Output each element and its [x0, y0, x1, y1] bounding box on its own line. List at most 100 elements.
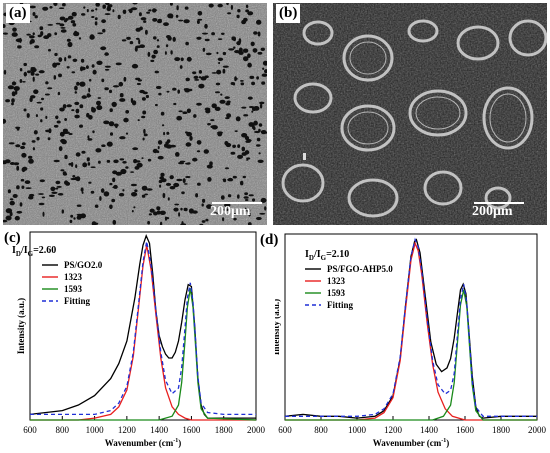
pore-dot: [103, 191, 110, 197]
pore-dot: [222, 68, 226, 74]
pore-dot: [104, 52, 109, 56]
pore-dot: [97, 32, 104, 35]
scale-label-a: 200μm: [210, 204, 251, 219]
pore-dot: [122, 189, 125, 192]
pore-dot: [215, 91, 220, 94]
pore-dot: [172, 36, 176, 42]
pore-dot: [133, 159, 138, 164]
pore-dot: [240, 80, 244, 82]
pore-dot: [4, 159, 11, 164]
pore-dot: [230, 4, 233, 10]
pore-dot: [21, 185, 25, 189]
pore-dot: [256, 216, 262, 221]
pore-dot: [247, 62, 252, 68]
pore-dot: [64, 180, 69, 185]
pore-dot: [80, 66, 83, 72]
pore-dot: [96, 105, 103, 111]
pore-dot: [258, 123, 263, 127]
pore-dot: [106, 141, 113, 147]
pore-dot: [262, 67, 265, 71]
pore-dot: [180, 207, 183, 211]
pore-dot: [27, 70, 31, 74]
pore-dot: [121, 39, 127, 42]
pore-dot: [220, 93, 223, 96]
pore-dot: [14, 215, 20, 221]
pore-dot: [53, 3, 58, 7]
pore-dot: [207, 123, 211, 126]
pore-dot: [45, 81, 49, 85]
pore-dot: [258, 152, 261, 155]
pore-dot: [12, 194, 18, 198]
pore-dot: [165, 144, 173, 149]
pore-dot: [104, 68, 110, 71]
pore-dot: [90, 190, 95, 194]
y-axis-label: Intensity (a.u.): [275, 299, 281, 355]
pore-dot: [26, 33, 31, 36]
pore-dot: [94, 21, 98, 26]
pore-dot: [237, 9, 241, 13]
pore-dot: [34, 15, 38, 19]
x-tick-label: 2000: [528, 425, 547, 435]
pore-dot: [62, 3, 66, 7]
pore-dot: [119, 136, 126, 140]
pore-dot: [172, 87, 177, 91]
pore-dot: [240, 180, 244, 186]
pore-dot: [67, 15, 74, 20]
pore-dot: [97, 97, 102, 99]
pore-dot: [108, 121, 115, 127]
pore-dot: [217, 3, 223, 8]
pore-dot: [143, 128, 146, 134]
pore-dot: [15, 38, 23, 43]
pore-dot: [169, 186, 176, 190]
pore-dot: [103, 120, 110, 125]
pore-dot: [247, 11, 254, 16]
pore-dot: [232, 175, 237, 179]
pore-dot: [222, 217, 225, 222]
pore-dot: [125, 166, 129, 169]
pore-dot: [152, 18, 158, 22]
pore-dot: [253, 31, 258, 35]
pore-dot: [82, 162, 88, 168]
pore-dot: [157, 19, 162, 24]
pore-dot: [89, 34, 95, 40]
pore-dot: [3, 219, 8, 223]
pore-dot: [154, 70, 159, 74]
pore-dot: [257, 31, 261, 37]
pore-dot: [228, 177, 233, 182]
pore-dot: [244, 199, 249, 201]
pore-dot: [109, 132, 114, 136]
pore-dot: [112, 9, 115, 13]
pore-dot: [89, 78, 92, 82]
pore-dot: [38, 193, 44, 195]
x-tick-label: 600: [278, 425, 292, 435]
pore-dot: [130, 183, 137, 187]
pore-dot: [21, 142, 26, 146]
pore-dot: [209, 161, 213, 166]
pore-dot: [40, 119, 43, 123]
pore-dot: [50, 186, 56, 192]
x-tick-label: 600: [23, 425, 37, 435]
pore-dot: [175, 152, 180, 157]
pore-dot: [220, 195, 225, 200]
pore-dot: [245, 9, 250, 13]
pore-dot: [185, 41, 189, 46]
pore-dot: [256, 76, 259, 80]
pore-dot: [64, 154, 68, 160]
pore-dot: [221, 32, 225, 35]
pore-dot: [246, 139, 252, 142]
pore-dot: [32, 76, 35, 82]
pore-dot: [166, 35, 171, 39]
x-tick-label: 1800: [492, 425, 511, 435]
pore-dot: [165, 44, 169, 48]
legend-label: 1593: [327, 288, 346, 298]
pore-dot: [202, 32, 208, 35]
legend-label: Fitting: [327, 300, 353, 310]
pore-dot: [155, 103, 158, 107]
pore-dot: [197, 182, 201, 186]
pore-dot: [214, 106, 221, 111]
pore-dot: [183, 88, 189, 91]
pore-dot: [16, 165, 20, 171]
pore-dot: [23, 62, 28, 67]
pore-dot: [186, 108, 191, 114]
x-axis-label: Wavenumber (cm-1): [105, 438, 182, 448]
